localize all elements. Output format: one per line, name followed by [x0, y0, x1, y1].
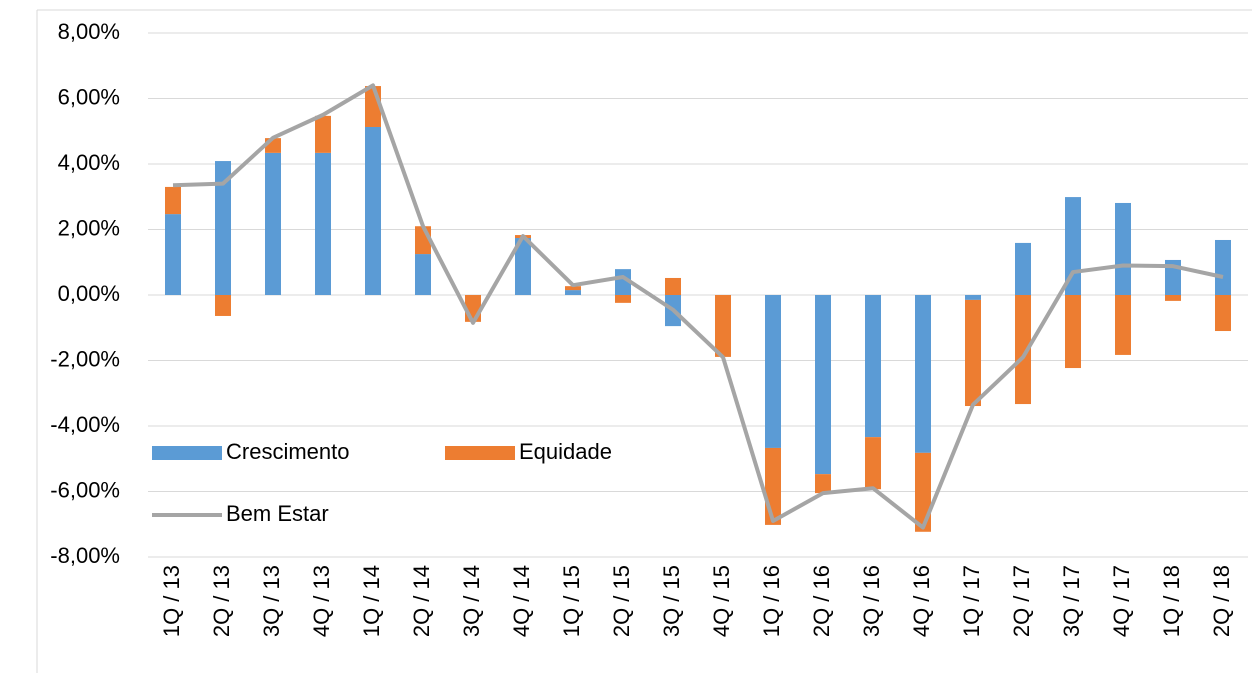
- bar: [815, 474, 831, 494]
- bar: [565, 290, 581, 295]
- bar: [165, 186, 181, 215]
- bar: [715, 295, 731, 357]
- bar: [1215, 295, 1231, 332]
- bar: [1165, 295, 1181, 301]
- x-tick-label: 3Q / 13: [259, 565, 284, 637]
- x-tick-label: 4Q / 16: [909, 565, 934, 637]
- y-tick-label: -8,00%: [50, 543, 120, 568]
- bar: [515, 238, 531, 295]
- y-tick-label: 4,00%: [58, 150, 120, 175]
- bar: [1215, 239, 1231, 295]
- x-tick-label: 3Q / 17: [1059, 565, 1084, 637]
- bar: [915, 295, 931, 453]
- bar: [1015, 295, 1031, 405]
- x-tick-label: 2Q / 16: [809, 565, 834, 637]
- x-tick-label: 4Q / 14: [509, 565, 534, 637]
- x-tick-label: 1Q / 16: [759, 565, 784, 637]
- x-tick-label: 4Q / 17: [1109, 565, 1134, 637]
- bar: [815, 295, 831, 475]
- bar: [265, 152, 281, 295]
- line: [172, 83, 1224, 530]
- bar: [915, 452, 931, 532]
- legend-swatch: [445, 446, 515, 460]
- bar: [215, 161, 231, 295]
- x-tick-label: 2Q / 13: [209, 565, 234, 637]
- x-tick-label: 2Q / 18: [1209, 565, 1234, 637]
- bar: [865, 437, 881, 490]
- bar: [365, 126, 381, 296]
- x-tick-label: 1Q / 15: [559, 565, 584, 637]
- x-tick-label: 2Q / 14: [409, 565, 434, 637]
- bar: [165, 214, 181, 295]
- bar: [615, 269, 631, 295]
- bar: [665, 277, 681, 295]
- x-tick-label: 3Q / 16: [859, 565, 884, 637]
- x-tick-label: 1Q / 18: [1159, 565, 1184, 637]
- bar: [1115, 202, 1131, 295]
- x-tick-label: 1Q / 14: [359, 565, 384, 637]
- legend-label: Bem Estar: [226, 501, 329, 526]
- legend-swatch: [152, 446, 222, 460]
- x-tick-label: 4Q / 13: [309, 565, 334, 637]
- y-tick-label: 8,00%: [58, 19, 120, 44]
- bar: [965, 295, 981, 300]
- legend-label: Equidade: [519, 439, 612, 464]
- x-tick-label: 4Q / 15: [709, 565, 734, 637]
- bar: [965, 299, 981, 407]
- x-tick-label: 2Q / 17: [1009, 565, 1034, 637]
- bar: [865, 295, 881, 438]
- x-tick-label: 3Q / 14: [459, 565, 484, 637]
- bar: [765, 447, 781, 525]
- y-tick-label: 6,00%: [58, 84, 120, 109]
- bar: [1065, 295, 1081, 369]
- bar: [1115, 295, 1131, 355]
- y-tick-label: 2,00%: [58, 215, 120, 240]
- x-tick-label: 3Q / 15: [659, 565, 684, 637]
- y-tick-label: -4,00%: [50, 412, 120, 437]
- bar: [765, 295, 781, 448]
- bar: [415, 254, 431, 295]
- bar: [565, 286, 581, 291]
- bar: [315, 115, 331, 153]
- bar: [315, 152, 331, 295]
- y-tick-label: 0,00%: [58, 281, 120, 306]
- y-tick-label: -6,00%: [50, 477, 120, 502]
- bar: [615, 295, 631, 303]
- bar: [1015, 242, 1031, 295]
- x-tick-label: 1Q / 13: [159, 565, 184, 637]
- x-tick-label: 1Q / 17: [959, 565, 984, 637]
- bar: [215, 295, 231, 316]
- y-tick-label: -2,00%: [50, 346, 120, 371]
- legend-label: Crescimento: [226, 439, 349, 464]
- x-tick-label: 2Q / 15: [609, 565, 634, 637]
